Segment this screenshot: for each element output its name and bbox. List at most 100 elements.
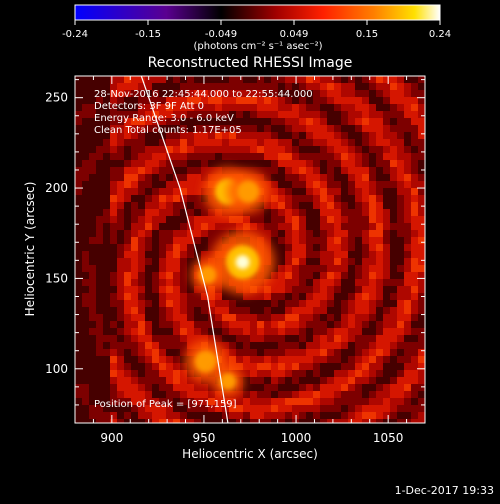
heatmap-cell: [236, 216, 243, 223]
heatmap-cell: [75, 286, 82, 293]
heatmap-cell: [145, 412, 152, 419]
heatmap-cell: [103, 412, 110, 419]
heatmap-cell: [96, 258, 103, 265]
heatmap-cell: [159, 307, 166, 314]
heatmap-cell: [152, 370, 159, 377]
heatmap-cell: [404, 97, 411, 104]
heatmap-cell: [229, 314, 236, 321]
heatmap-cell: [411, 265, 418, 272]
heatmap-cell: [418, 398, 425, 405]
heatmap-cell: [369, 139, 376, 146]
heatmap-cell: [82, 314, 89, 321]
heatmap-cell: [313, 314, 320, 321]
heatmap-cell: [159, 153, 166, 160]
x-tick-label: 950: [192, 431, 215, 445]
heatmap-cell: [208, 237, 215, 244]
heatmap-cell: [75, 328, 82, 335]
heatmap-cell: [117, 272, 124, 279]
heatmap-cell: [96, 181, 103, 188]
heatmap-cell: [124, 293, 131, 300]
heatmap-cell: [89, 230, 96, 237]
heatmap-cell: [299, 314, 306, 321]
heatmap-cell: [355, 251, 362, 258]
heatmap-cell: [152, 349, 159, 356]
heatmap-cell: [222, 97, 229, 104]
heatmap-cell: [173, 251, 180, 258]
heatmap-cell: [362, 321, 369, 328]
heatmap-cell: [124, 153, 131, 160]
heatmap-cell: [383, 377, 390, 384]
heatmap-cell: [229, 104, 236, 111]
heatmap-cell: [82, 300, 89, 307]
heatmap-cell: [257, 216, 264, 223]
heatmap-cell: [180, 90, 187, 97]
heatmap-cell: [152, 377, 159, 384]
heatmap-cell: [341, 139, 348, 146]
heatmap-cell: [285, 132, 292, 139]
heatmap-cell: [243, 307, 250, 314]
heatmap-cell: [285, 160, 292, 167]
heatmap-cell: [89, 391, 96, 398]
heatmap-cell: [418, 223, 425, 230]
heatmap-cell: [159, 223, 166, 230]
heatmap-cell: [376, 216, 383, 223]
heatmap-cell: [362, 405, 369, 412]
heatmap-cell: [138, 384, 145, 391]
heatmap-cell: [138, 153, 145, 160]
heatmap-cell: [306, 237, 313, 244]
heatmap-cell: [222, 104, 229, 111]
heatmap-cell: [82, 76, 89, 83]
heatmap-cell: [383, 328, 390, 335]
heatmap-cell: [180, 230, 187, 237]
heatmap-cell: [229, 405, 236, 412]
heatmap-cell: [369, 153, 376, 160]
heatmap-cell: [166, 419, 173, 423]
heatmap-cell: [397, 377, 404, 384]
heatmap-cell: [201, 419, 208, 423]
heatmap-cell: [334, 237, 341, 244]
heatmap-cell: [383, 265, 390, 272]
heatmap-cell: [313, 195, 320, 202]
heatmap-cell: [355, 328, 362, 335]
heatmap-cell: [271, 237, 278, 244]
heatmap-cell: [341, 90, 348, 97]
heatmap-cell: [278, 90, 285, 97]
heatmap-cell: [355, 307, 362, 314]
heatmap-cell: [376, 391, 383, 398]
heatmap-cell: [145, 132, 152, 139]
heatmap-cell: [89, 104, 96, 111]
heatmap-cell: [299, 349, 306, 356]
heatmap-cell: [89, 419, 96, 423]
heatmap-cell: [75, 223, 82, 230]
heatmap-cell: [278, 195, 285, 202]
heatmap-cell: [285, 349, 292, 356]
heatmap-cell: [96, 335, 103, 342]
heatmap-cell: [96, 391, 103, 398]
heatmap-cell: [124, 195, 131, 202]
heatmap-cell: [145, 97, 152, 104]
heatmap-cell: [159, 111, 166, 118]
heatmap-cell: [82, 419, 89, 423]
heatmap-cell: [173, 300, 180, 307]
heatmap-cell: [208, 328, 215, 335]
heatmap-cell: [243, 111, 250, 118]
heatmap-cell: [138, 223, 145, 230]
heatmap-cell: [215, 118, 222, 125]
heatmap-cell: [285, 265, 292, 272]
heatmap-cell: [180, 202, 187, 209]
heatmap-cell: [89, 349, 96, 356]
heatmap-cell: [250, 384, 257, 391]
heatmap-cell: [152, 265, 159, 272]
heatmap-cell: [124, 181, 131, 188]
heatmap-cell: [362, 335, 369, 342]
heatmap-cell: [96, 293, 103, 300]
heatmap-cell: [306, 300, 313, 307]
heatmap-cell: [145, 111, 152, 118]
heatmap-cell: [390, 293, 397, 300]
heatmap-cell: [173, 125, 180, 132]
heatmap-cell: [341, 391, 348, 398]
heatmap-cell: [257, 125, 264, 132]
heatmap-cell: [89, 251, 96, 258]
heatmap-cell: [187, 342, 194, 349]
heatmap-cell: [180, 328, 187, 335]
